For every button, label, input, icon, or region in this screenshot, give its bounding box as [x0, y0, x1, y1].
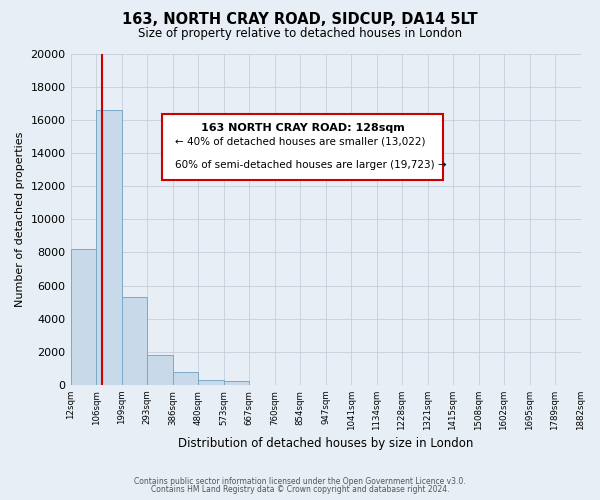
- Y-axis label: Number of detached properties: Number of detached properties: [15, 132, 25, 307]
- Bar: [147, 355, 173, 385]
- Text: Contains public sector information licensed under the Open Government Licence v3: Contains public sector information licen…: [134, 477, 466, 486]
- X-axis label: Distribution of detached houses by size in London: Distribution of detached houses by size …: [178, 437, 473, 450]
- FancyBboxPatch shape: [163, 114, 443, 180]
- Text: Size of property relative to detached houses in London: Size of property relative to detached ho…: [138, 28, 462, 40]
- Bar: [71, 249, 96, 385]
- Text: 163, NORTH CRAY ROAD, SIDCUP, DA14 5LT: 163, NORTH CRAY ROAD, SIDCUP, DA14 5LT: [122, 12, 478, 28]
- Bar: [96, 110, 122, 385]
- Text: 60% of semi-detached houses are larger (19,723) →: 60% of semi-detached houses are larger (…: [175, 160, 447, 170]
- Bar: [224, 382, 249, 385]
- Text: Contains HM Land Registry data © Crown copyright and database right 2024.: Contains HM Land Registry data © Crown c…: [151, 485, 449, 494]
- Bar: [122, 297, 147, 385]
- Bar: [198, 380, 224, 385]
- Bar: [173, 372, 198, 385]
- Text: ← 40% of detached houses are smaller (13,022): ← 40% of detached houses are smaller (13…: [175, 136, 425, 146]
- Text: 163 NORTH CRAY ROAD: 128sqm: 163 NORTH CRAY ROAD: 128sqm: [200, 124, 404, 134]
